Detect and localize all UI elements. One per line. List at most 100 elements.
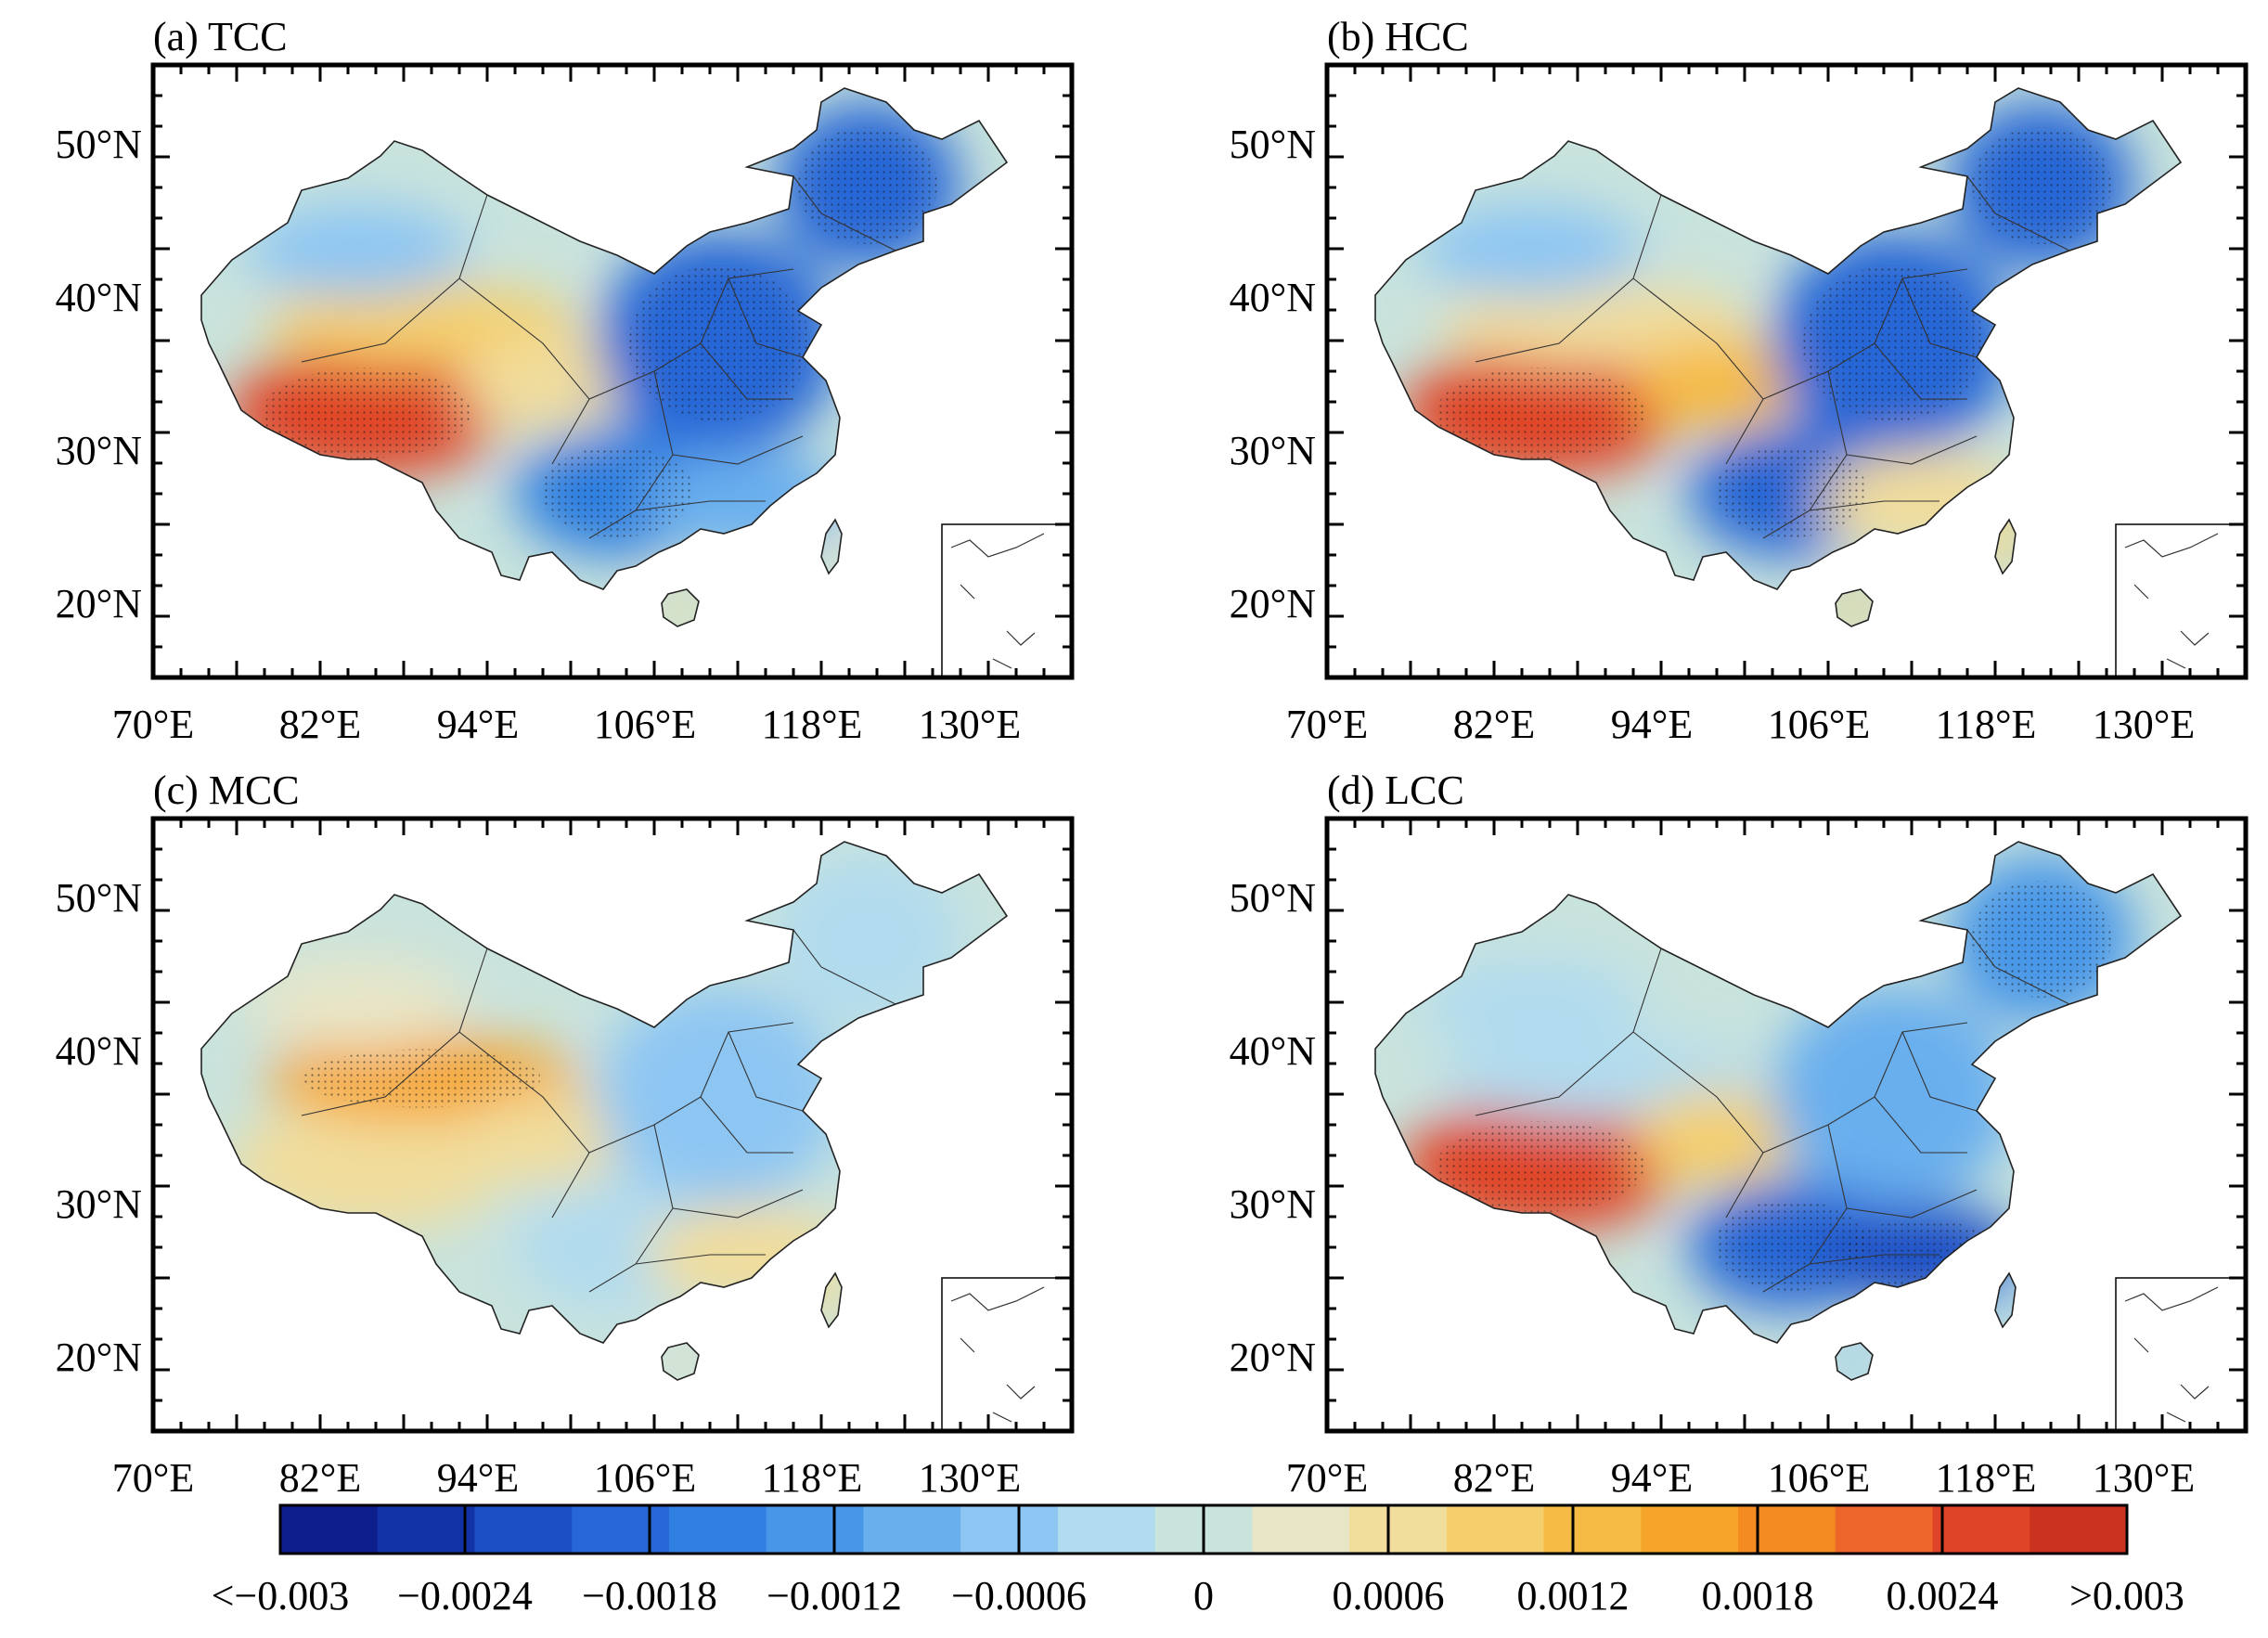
colorbar-label: 0.0012 <box>1517 1573 1630 1619</box>
region-qaidam <box>1633 1092 1800 1185</box>
lon-tick-label: 82°E <box>279 702 361 747</box>
axis-ticks <box>151 817 1074 1433</box>
colorbar-label: −0.0024 <box>397 1573 533 1619</box>
region-hainan <box>1831 1341 1877 1380</box>
stippling <box>303 1049 541 1108</box>
lon-tick-label: 82°E <box>1453 1455 1535 1501</box>
stippling <box>1972 127 2111 244</box>
colorbar-swatch <box>474 1505 573 1554</box>
colorbar-swatch <box>863 1505 961 1554</box>
colorbar: <−0.003 −0.0024 −0.0018 −0.0012 −0.0006 0 0.00… <box>212 1503 2184 1619</box>
shaded-field <box>1375 842 2181 1380</box>
lat-tick-label: 40°N <box>1230 1028 1316 1074</box>
lat-tick-label: 40°N <box>1230 275 1316 320</box>
province-boundaries <box>1475 929 2070 1293</box>
colorbar-label: −0.0012 <box>767 1573 902 1619</box>
shaded-field <box>201 88 1007 626</box>
colorbar-swatch <box>1738 1505 1836 1554</box>
lat-tick-label: 40°N <box>56 1028 142 1074</box>
shaded-field <box>1375 88 2181 626</box>
lon-tick-label: 94°E <box>437 702 519 747</box>
stippling <box>1436 1121 1645 1212</box>
colorbar-swatch <box>1252 1505 1350 1554</box>
lon-tick-label: 70°E <box>112 702 194 747</box>
lon-tick-label: 118°E <box>1936 702 2037 747</box>
shaded-field <box>201 842 1007 1380</box>
lon-tick-label: 130°E <box>2093 1455 2195 1501</box>
lat-tick-label: 30°N <box>1230 428 1316 473</box>
province-boundaries <box>301 929 896 1293</box>
axis-ticks <box>1325 63 2248 679</box>
lon-tick-label: 130°E <box>919 702 1021 747</box>
lat-tick-label: 50°N <box>56 875 142 921</box>
stippling <box>628 265 810 421</box>
colorbar-label: <−0.003 <box>212 1573 350 1619</box>
province-boundaries <box>1475 175 2070 539</box>
colorbar-label: 0.0006 <box>1333 1573 1445 1619</box>
colorbar-swatch <box>668 1505 767 1554</box>
colorbar-label: 0.0024 <box>1887 1573 1999 1619</box>
lon-tick-label: 70°E <box>1286 702 1368 747</box>
lon-tick-label: 82°E <box>279 1455 361 1501</box>
lon-tick-label: 130°E <box>2093 702 2195 747</box>
lat-tick-label: 20°N <box>1230 581 1316 626</box>
panel-title: (a) TCC <box>153 14 288 59</box>
region-taiwan <box>815 520 848 575</box>
region-xinjiang-north <box>246 958 469 1051</box>
lon-tick-label: 94°E <box>1611 1455 1693 1501</box>
panel-title: (b) HCC <box>1327 14 1469 59</box>
region-taiwan <box>1989 520 2022 575</box>
lat-tick-label: 20°N <box>1230 1335 1316 1380</box>
lon-tick-label: 118°E <box>762 702 863 747</box>
region-west-tibet <box>227 1102 506 1232</box>
lat-tick-label: 40°N <box>56 275 142 320</box>
panels: (a) TCC 70°E 82°E 94°E 106°E 118°E 130°E 50°N 40… <box>56 14 2249 1501</box>
lat-tick-label: 20°N <box>56 581 142 626</box>
region-xinjiang-north <box>1420 958 1643 1051</box>
region-hainan <box>657 1341 703 1380</box>
map-panel-a: (a) TCC 70°E 82°E 94°E 106°E 118°E 130°E 50°N 40… <box>56 14 1075 747</box>
lon-tick-label: 94°E <box>1611 702 1693 747</box>
colorbar-swatch <box>1932 1505 2030 1554</box>
lat-tick-label: 50°N <box>1230 122 1316 167</box>
region-qaidam <box>459 1092 626 1185</box>
stippling <box>1714 1200 1868 1291</box>
colorbar-swatch <box>1446 1505 1545 1554</box>
stippling <box>540 446 694 537</box>
lon-tick-label: 70°E <box>112 1455 194 1501</box>
region-hainan <box>657 587 703 626</box>
map-panel-c: (c) MCC 70°E 82°E 94°E 106°E 118°E 130°E 50°N 40… <box>56 767 1075 1501</box>
colorbar-label: 0.0018 <box>1702 1573 1814 1619</box>
colorbar-swatch <box>766 1505 864 1554</box>
south-china-sea-inset <box>2115 1277 2247 1432</box>
region-north-china <box>1772 986 2014 1208</box>
lat-tick-label: 30°N <box>56 428 142 473</box>
panel-title: (c) MCC <box>153 767 300 813</box>
lon-tick-label: 130°E <box>919 1455 1021 1501</box>
lon-tick-label: 106°E <box>1768 1455 1870 1501</box>
region-taiwan <box>815 1273 848 1329</box>
colorbar-swatch <box>1835 1505 1934 1554</box>
lat-tick-label: 20°N <box>56 1335 142 1380</box>
colorbar-label: 0 <box>1193 1573 1214 1619</box>
region-qaidam <box>459 339 626 432</box>
panel-title: (d) LCC <box>1327 767 1464 813</box>
lat-tick-label: 50°N <box>1230 875 1316 921</box>
colorbar-swatch <box>2030 1505 2128 1554</box>
region-xinjiang-north <box>246 204 469 297</box>
stippling <box>262 368 471 458</box>
colorbar-label: −0.0018 <box>582 1573 717 1619</box>
lon-tick-label: 118°E <box>1936 1455 2037 1501</box>
stippling <box>1802 265 1984 421</box>
stippling <box>1436 368 1645 458</box>
stippling <box>1714 446 1868 537</box>
map-panel-b: (b) HCC 70°E 82°E 94°E 106°E 118°E 130°E 50°N 40… <box>1230 14 2249 747</box>
region-taiwan <box>1989 1273 2022 1329</box>
colorbar-swatch <box>280 1505 379 1554</box>
colorbar-swatch <box>1057 1505 1156 1554</box>
colorbar-label: >0.003 <box>2069 1573 2184 1619</box>
lon-tick-label: 106°E <box>594 702 696 747</box>
lon-tick-label: 118°E <box>762 1455 863 1501</box>
lat-tick-label: 30°N <box>56 1181 142 1227</box>
